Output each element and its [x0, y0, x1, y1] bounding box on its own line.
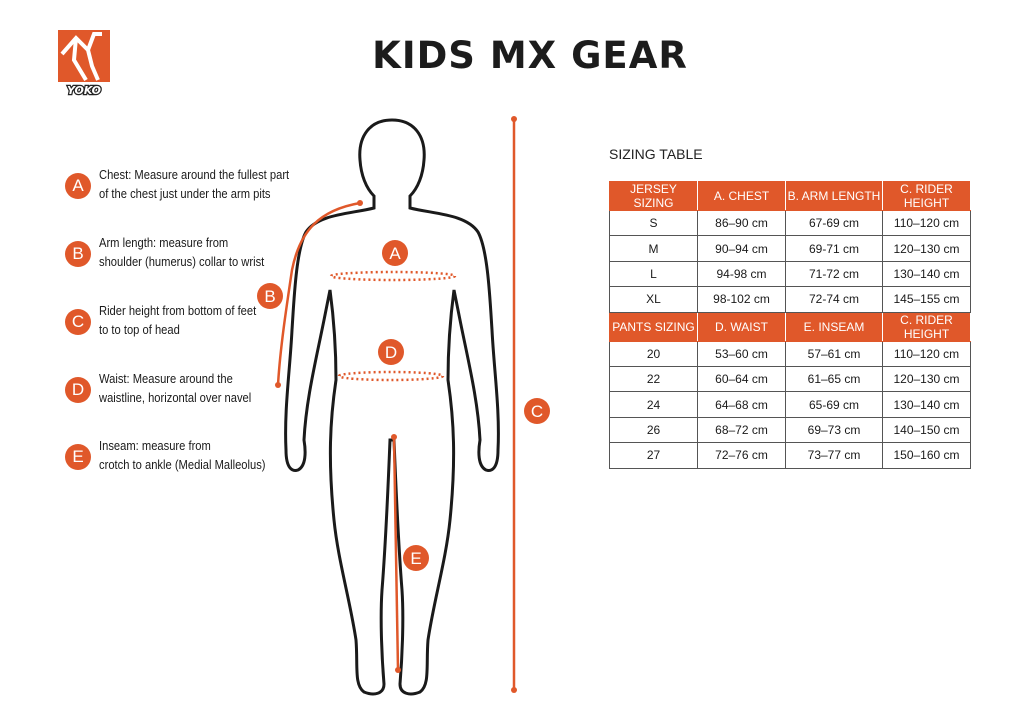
marker-d: D: [65, 377, 91, 403]
table-cell: 53–60 cm: [697, 340, 786, 367]
table-cell: M: [609, 235, 698, 262]
arm-line-end: [357, 200, 363, 206]
table-header-row: JERSEY SIZING A. CHEST B. ARM LENGTH C. RID…: [609, 181, 971, 211]
table-header-row: PANTS SIZING D. WAIST E. INSEAM C. RIDER HE…: [609, 311, 971, 342]
height-line-end: [511, 687, 517, 693]
table-cell: 110–120 cm: [882, 209, 971, 237]
column-header: C. RIDER HEIGHT: [882, 181, 971, 211]
table-cell: 60–64 cm: [697, 365, 786, 393]
table-cell: 24: [609, 391, 698, 418]
table-cell: 64–68 cm: [697, 391, 786, 418]
inseam-line-end: [391, 434, 397, 440]
svg-text:YOKO: YOKO: [67, 84, 101, 97]
table-row: 26 68–72 cm 69–73 cm 140–150 cm: [609, 416, 971, 444]
yoko-logo: YOKO: [58, 30, 110, 103]
table-row: S 86–90 cm 67-69 cm 110–120 cm: [609, 209, 971, 237]
column-header: JERSEY SIZING: [609, 181, 698, 211]
table-row: 20 53–60 cm 57–61 cm 110–120 cm: [609, 340, 971, 367]
arm-line-end: [275, 382, 281, 388]
table-cell: 94-98 cm: [697, 260, 786, 288]
table-cell: 20: [609, 340, 698, 367]
figure-marker-e: E: [410, 549, 421, 568]
legend-text: Chest: Measure around the fullest part: [99, 167, 290, 182]
chest-line-a: [329, 270, 457, 282]
table-cell: 26: [609, 416, 698, 444]
table-cell: 145–155 cm: [882, 286, 971, 313]
table-cell: 67-69 cm: [785, 209, 883, 237]
figure-marker-a: A: [389, 244, 401, 263]
table-cell: 120–130 cm: [882, 235, 971, 262]
table-cell: 73–77 cm: [785, 442, 883, 469]
table-cell: 68–72 cm: [697, 416, 786, 444]
table-cell: 150–160 cm: [882, 442, 971, 469]
table-cell: 130–140 cm: [882, 391, 971, 418]
column-header: E. INSEAM: [785, 311, 883, 342]
table-cell: 110–120 cm: [882, 340, 971, 367]
waist-line-d: [337, 370, 445, 382]
figure-marker-d: D: [385, 343, 397, 362]
column-header: PANTS SIZING: [609, 311, 698, 342]
table-cell: 90–94 cm: [697, 235, 786, 262]
table-cell: 61–65 cm: [785, 365, 883, 393]
body-silhouette: [284, 118, 500, 696]
table-cell: 72-74 cm: [785, 286, 883, 313]
column-header: A. CHEST: [697, 181, 786, 211]
table-cell: 72–76 cm: [697, 442, 786, 469]
marker-a: A: [65, 173, 91, 199]
table-cell: 71-72 cm: [785, 260, 883, 288]
table-cell: 130–140 cm: [882, 260, 971, 288]
table-caption: SIZING TABLE: [609, 146, 703, 162]
table-cell: 98-102 cm: [697, 286, 786, 313]
legend-text: Rider height from bottom of feet: [99, 303, 257, 318]
table-row: M 90–94 cm 69-71 cm 120–130 cm: [609, 235, 971, 262]
table-cell: 69-71 cm: [785, 235, 883, 262]
marker-b: B: [65, 241, 91, 267]
figure-marker-b: B: [264, 287, 275, 306]
table-cell: 69–73 cm: [785, 416, 883, 444]
legend-text: shoulder (humerus) collar to wrist: [99, 254, 265, 269]
arm-line-b: [276, 201, 361, 386]
table-cell: 140–150 cm: [882, 416, 971, 444]
table-cell: XL: [609, 286, 698, 313]
legend-text: waistline, horizontal over navel: [99, 390, 252, 405]
legend-text: to to top of head: [99, 322, 180, 337]
height-line-end: [511, 116, 517, 122]
table-row: 24 64–68 cm 65-69 cm 130–140 cm: [609, 391, 971, 418]
column-header: D. WAIST: [697, 311, 786, 342]
table-row: XL 98-102 cm 72-74 cm 145–155 cm: [609, 286, 971, 313]
legend-text: of the chest just under the arm pits: [99, 186, 271, 201]
marker-c: C: [65, 309, 91, 335]
table-cell: 57–61 cm: [785, 340, 883, 367]
sizing-table: JERSEY SIZING A. CHEST B. ARM LENGTH C. RID…: [609, 181, 971, 469]
inseam-line-end: [395, 667, 401, 673]
column-header: C. RIDER HEIGHT: [882, 311, 971, 342]
table-row: 22 60–64 cm 61–65 cm 120–130 cm: [609, 365, 971, 393]
legend-text: Inseam: measure from: [99, 438, 211, 453]
table-cell: 65-69 cm: [785, 391, 883, 418]
table-cell: 86–90 cm: [697, 209, 786, 237]
legend-text: crotch to ankle (Medial Malleolus): [99, 457, 266, 472]
table-cell: L: [609, 260, 698, 288]
table-cell: S: [609, 209, 698, 237]
legend-text: Waist: Measure around the: [99, 371, 233, 386]
table-cell: 120–130 cm: [882, 365, 971, 393]
table-cell: 22: [609, 365, 698, 393]
table-row: L 94-98 cm 71-72 cm 130–140 cm: [609, 260, 971, 288]
table-cell: 27: [609, 442, 698, 469]
figure-marker-c: C: [531, 402, 543, 421]
marker-e: E: [65, 444, 91, 470]
inseam-line-e: [392, 436, 400, 671]
page-title: KIDS MX GEAR: [372, 34, 688, 77]
column-header: B. ARM LENGTH: [785, 181, 883, 211]
legend-text: Arm length: measure from: [99, 235, 229, 250]
table-row: 27 72–76 cm 73–77 cm 150–160 cm: [609, 442, 971, 469]
